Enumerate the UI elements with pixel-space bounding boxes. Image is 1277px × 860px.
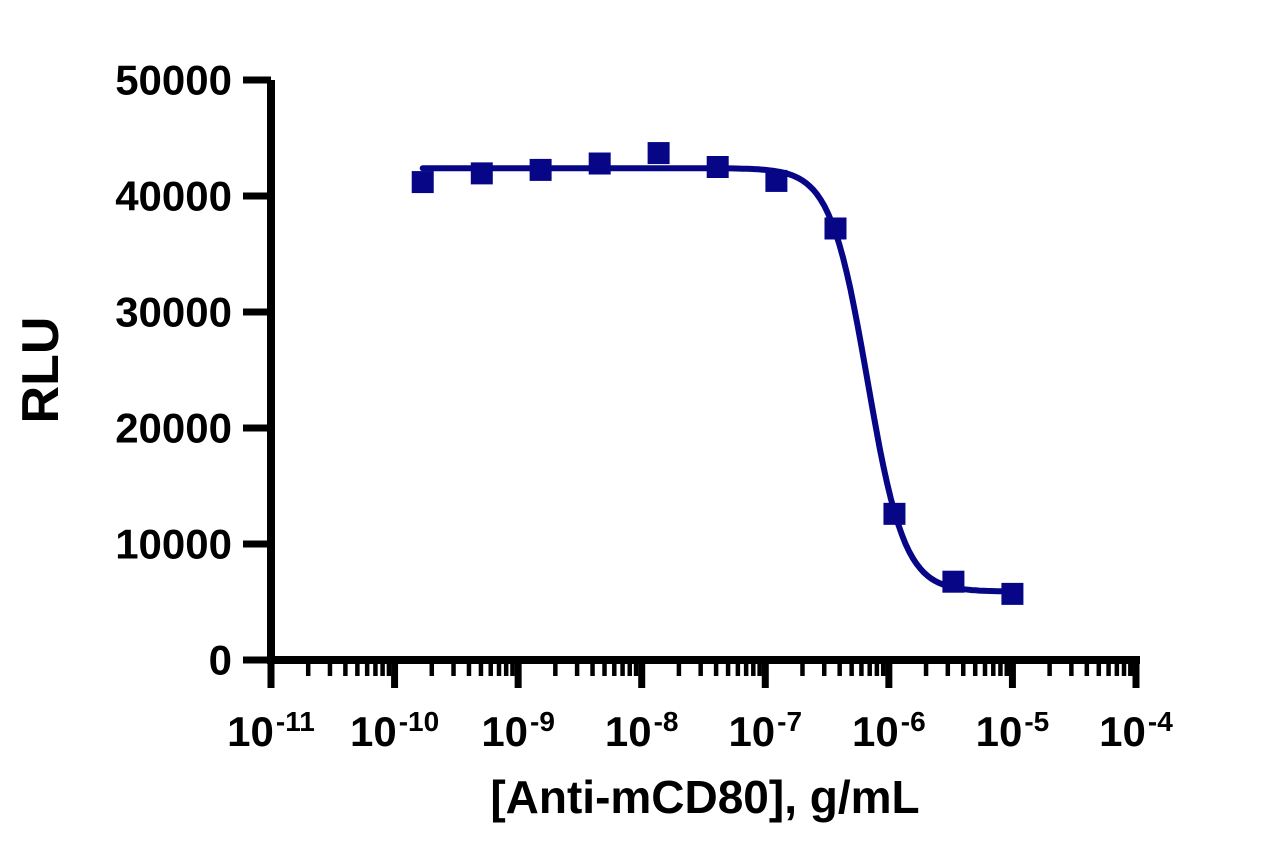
y-tick-label: 40000 [115, 173, 232, 220]
y-tick-label: 0 [209, 637, 232, 684]
data-point-marker [647, 142, 670, 165]
x-tick-label: 10-11 [227, 706, 315, 755]
data-point-marker [765, 169, 788, 192]
fit-curve [419, 165, 1016, 595]
x-tick-label: 10-8 [605, 706, 679, 755]
x-tick-label: 10-10 [350, 706, 439, 755]
axis-tick-labels: 0 10000 20000 30000 40000 50000 10-11 10-10 10-9… [115, 57, 1173, 756]
x-tick-label: 10-5 [976, 706, 1050, 755]
x-axis-title: [Anti-mCD80], g/mL [490, 771, 919, 823]
y-tick-label: 20000 [115, 405, 232, 452]
data-point-marker [529, 158, 552, 181]
data-point-marker [470, 162, 493, 185]
axis-ticks [243, 76, 1140, 688]
x-tick-label: 10-6 [852, 706, 926, 755]
x-tick-label: 10-7 [728, 706, 802, 755]
data-point-marker [883, 502, 906, 525]
data-point-marker [411, 171, 434, 194]
x-tick-label: 10-4 [1099, 706, 1173, 755]
data-point-marker [588, 152, 611, 175]
y-tick-label: 30000 [115, 289, 232, 336]
y-tick-label: 50000 [115, 57, 232, 104]
x-tick-label: 10-9 [481, 706, 555, 755]
data-point-marker [942, 570, 965, 593]
y-tick-label: 10000 [115, 521, 232, 568]
data-point-marker [824, 217, 847, 240]
data-point-marker [1001, 582, 1024, 605]
data-points [411, 142, 1024, 605]
fit-curve-layer [419, 165, 1016, 595]
data-point-marker [706, 156, 729, 178]
y-axis-title: RLU [12, 317, 70, 424]
